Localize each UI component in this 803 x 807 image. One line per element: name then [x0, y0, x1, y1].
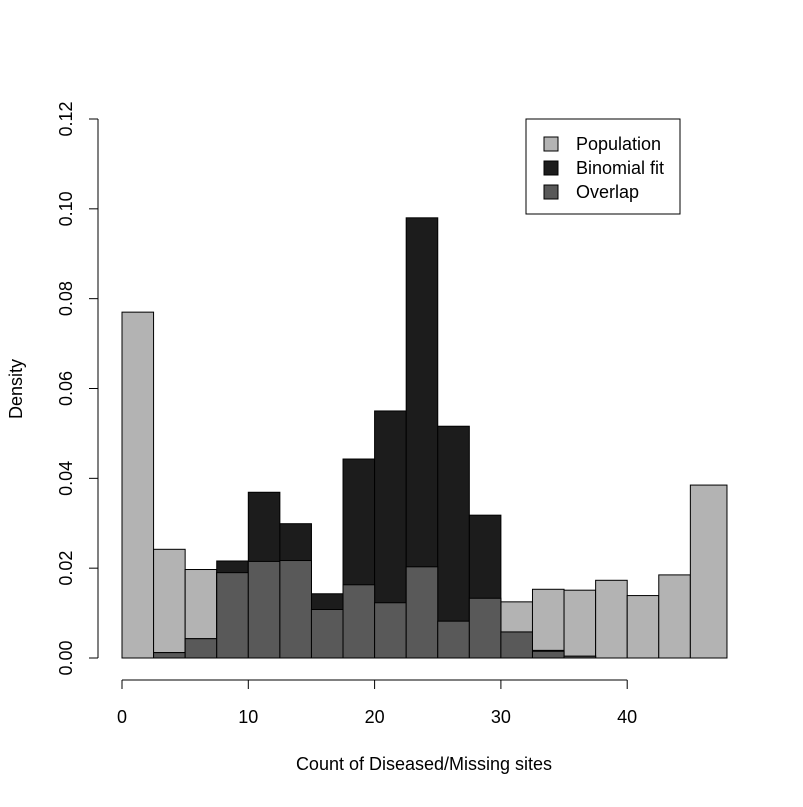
y-tick-label: 0.06: [56, 371, 76, 406]
population-bar: [626, 595, 660, 659]
x-axis-label: Count of Diseased/Missing sites: [296, 754, 552, 774]
y-axis-label: Density: [6, 359, 26, 419]
overlap-bar: [437, 620, 470, 659]
y-tick-label: 0.12: [56, 101, 76, 136]
x-tick-label: 40: [617, 707, 637, 727]
overlap-bar: [405, 566, 439, 659]
population-bar: [153, 548, 186, 659]
overlap-bar: [563, 655, 597, 659]
y-tick-label: 0.04: [56, 461, 76, 496]
overlap-bar: [279, 560, 312, 659]
legend-swatch: [543, 184, 559, 200]
overlap-bar: [216, 572, 249, 659]
legend: Population Binomial fit Overlap: [525, 118, 681, 215]
x-tick-label: 0: [117, 707, 127, 727]
legend-label: Population: [576, 134, 661, 154]
overlap-bar: [310, 608, 344, 659]
y-tick-label: 0.02: [56, 551, 76, 586]
legend-label: Binomial fit: [576, 158, 664, 178]
overlap-bar: [247, 560, 281, 659]
overlap-bar: [153, 652, 186, 659]
overlap-bar: [531, 650, 565, 659]
population-bar: [689, 484, 728, 659]
population-bar: [563, 589, 597, 659]
overlap-bar: [468, 597, 502, 659]
overlap-bar: [184, 638, 218, 659]
bars-layer: [121, 217, 728, 659]
overlap-bar: [342, 584, 376, 659]
population-bar: [658, 574, 691, 659]
legend-swatch: [543, 136, 559, 152]
population-bar: [531, 588, 565, 659]
overlap-bar: [374, 602, 407, 659]
overlap-bar: [500, 631, 533, 659]
y-tick-label: 0.10: [56, 191, 76, 226]
y-tick-label: 0.00: [56, 640, 76, 675]
legend-label: Overlap: [576, 182, 639, 202]
y-tick-label: 0.08: [56, 281, 76, 316]
x-tick-label: 20: [365, 707, 385, 727]
axes-layer: 0 10 20 30 40 0.00 0.02 0.04 0.06 0.08 0.10 0.12: [56, 101, 637, 727]
population-bar: [121, 311, 155, 659]
legend-swatch: [543, 160, 559, 176]
population-bar: [595, 579, 628, 659]
binomial-fit-bar: [437, 425, 470, 659]
x-tick-label: 30: [491, 707, 511, 727]
x-tick-label: 10: [238, 707, 258, 727]
